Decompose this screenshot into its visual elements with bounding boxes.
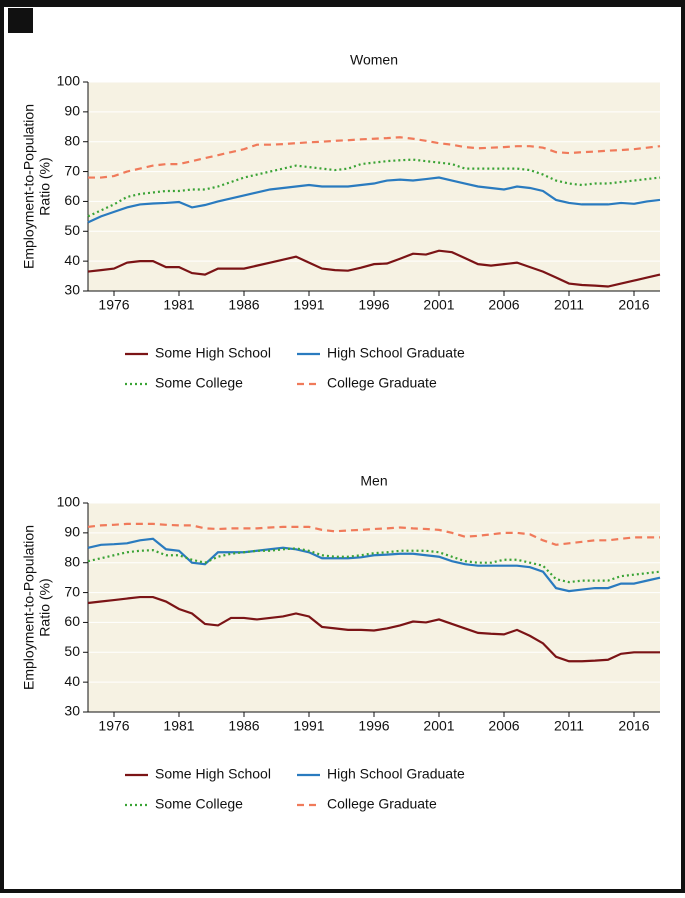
x-tick-label: 2006 bbox=[488, 718, 519, 734]
legend-label: High School Graduate bbox=[327, 345, 465, 361]
top-bar bbox=[4, 4, 681, 7]
plot-area bbox=[88, 503, 660, 712]
y-tick-label: 60 bbox=[64, 613, 80, 629]
y-tick-label: 30 bbox=[64, 282, 80, 298]
y-tick-label: 80 bbox=[64, 553, 80, 569]
y-tick-label: 50 bbox=[64, 643, 80, 659]
x-tick-label: 2016 bbox=[618, 297, 649, 313]
x-tick-label: 1986 bbox=[228, 718, 259, 734]
y-tick-label: 80 bbox=[64, 132, 80, 148]
x-tick-label: 1991 bbox=[293, 718, 324, 734]
series-line bbox=[87, 537, 661, 593]
series-line bbox=[87, 547, 661, 584]
legend-label: Some College bbox=[155, 796, 243, 812]
x-tick-label: 2006 bbox=[488, 297, 519, 313]
y-axis-label: Employment-to-Population bbox=[21, 525, 37, 690]
series-line bbox=[88, 136, 661, 179]
y-tick-label: 30 bbox=[64, 703, 80, 719]
x-tick-label: 1976 bbox=[98, 718, 129, 734]
corner-block bbox=[8, 8, 33, 33]
y-tick-label: 100 bbox=[57, 73, 81, 89]
series-line bbox=[87, 176, 661, 224]
chart-title: Women bbox=[350, 52, 398, 68]
legend-label: Some High School bbox=[155, 345, 271, 361]
legend-label: College Graduate bbox=[327, 375, 437, 391]
y-tick-label: 60 bbox=[64, 192, 80, 208]
x-tick-label: 1976 bbox=[98, 297, 129, 313]
x-tick-label: 2011 bbox=[554, 297, 584, 313]
x-tick-label: 1996 bbox=[358, 297, 389, 313]
legend-label: Some High School bbox=[155, 766, 271, 782]
chart-title: Men bbox=[360, 473, 387, 489]
x-tick-label: 1986 bbox=[228, 297, 259, 313]
x-tick-label: 2001 bbox=[423, 297, 454, 313]
y-tick-label: 70 bbox=[64, 583, 80, 599]
y-tick-label: 40 bbox=[64, 252, 80, 268]
x-tick-label: 2011 bbox=[554, 718, 584, 734]
legend-label: Some College bbox=[155, 375, 243, 391]
y-tick-label: 70 bbox=[64, 162, 80, 178]
y-axis-label: Ratio (%) bbox=[37, 157, 53, 215]
legend-label: High School Graduate bbox=[327, 766, 465, 782]
x-tick-label: 1996 bbox=[358, 718, 389, 734]
x-tick-label: 1981 bbox=[163, 718, 194, 734]
y-tick-label: 90 bbox=[64, 103, 80, 119]
y-tick-label: 90 bbox=[64, 524, 80, 540]
y-tick-label: 50 bbox=[64, 222, 80, 238]
series-line bbox=[87, 522, 660, 546]
series-line bbox=[87, 158, 661, 218]
x-tick-label: 2001 bbox=[423, 718, 454, 734]
x-tick-label: 2016 bbox=[618, 718, 649, 734]
x-tick-label: 1991 bbox=[293, 297, 324, 313]
legend-label: College Graduate bbox=[327, 796, 437, 812]
x-tick-label: 1981 bbox=[163, 297, 194, 313]
y-axis-label: Employment-to-Population bbox=[21, 104, 37, 269]
series-line bbox=[87, 249, 661, 288]
y-tick-label: 100 bbox=[57, 494, 81, 510]
plot-area bbox=[88, 82, 660, 291]
y-axis-label: Ratio (%) bbox=[37, 578, 53, 636]
y-tick-label: 40 bbox=[64, 673, 80, 689]
series-line bbox=[87, 595, 660, 663]
